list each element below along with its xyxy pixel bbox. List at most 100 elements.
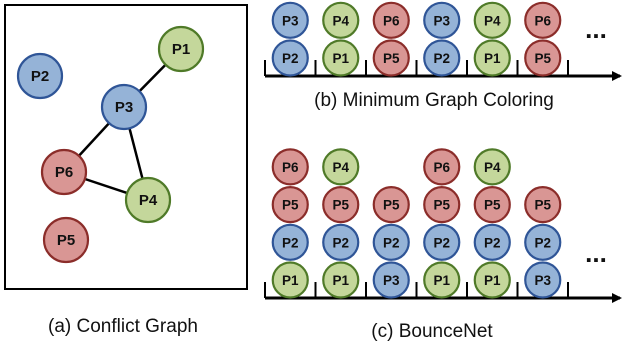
packet-p6: P6 xyxy=(423,148,461,186)
time-slot-5: P1 P4 xyxy=(473,1,511,77)
packet-p6-circle xyxy=(423,148,461,186)
packet-p5: P5 xyxy=(473,186,511,224)
packet-p1-label: P1 xyxy=(332,51,349,66)
packet-p5: P5 xyxy=(372,186,410,224)
node-p1-circle xyxy=(157,25,205,73)
packet-p5: P5 xyxy=(524,186,562,224)
packet-p2: P2 xyxy=(524,223,562,261)
packet-p1-label: P1 xyxy=(332,273,349,288)
packet-p2-label: P2 xyxy=(282,235,299,250)
packet-p3: P3 xyxy=(271,1,309,39)
node-p4: P4 xyxy=(124,176,172,224)
node-p5: P5 xyxy=(42,216,90,264)
packet-p3: P3 xyxy=(372,261,410,299)
packet-p5-label: P5 xyxy=(534,51,551,66)
packet-p2: P2 xyxy=(271,223,309,261)
node-p2: P2 xyxy=(16,52,64,100)
node-p5-circle xyxy=(42,216,90,264)
bouncenet-slots: P1 P2 P5 P6 P1 P2 P5 P4 P3 P2 P5 P1 P2 P5 P6 P1 P2 P5 P4 P3… xyxy=(271,148,562,299)
packet-p1: P1 xyxy=(423,261,461,299)
packet-p5: P5 xyxy=(322,186,360,224)
packet-p6-label: P6 xyxy=(282,160,299,175)
packet-p6-circle xyxy=(271,148,309,186)
packet-p1-label: P1 xyxy=(484,51,501,66)
packet-p2-circle xyxy=(271,223,309,261)
packet-p2: P2 xyxy=(423,39,461,77)
packet-p2-circle xyxy=(423,39,461,77)
node-p4-circle xyxy=(124,176,172,224)
packet-p3-circle xyxy=(524,261,562,299)
packet-p3-circle xyxy=(372,261,410,299)
min-graph-coloring-panel: P2 P3 P1 P4 P5 P6 P2 P3 P1 P4 P5 P6 ... (b) Minimum… xyxy=(264,1,622,111)
packet-p5: P5 xyxy=(423,186,461,224)
packet-p1-circle xyxy=(473,39,511,77)
node-p3-label: P3 xyxy=(115,99,133,116)
conflict-graph-panel: P1 P2 P3 P4 P5 P6 (a) Conflict Graph xyxy=(4,4,248,337)
packet-p4-circle xyxy=(322,148,360,186)
packet-p5-circle xyxy=(473,186,511,224)
packet-p4-label: P4 xyxy=(332,160,349,175)
packet-p2-circle xyxy=(271,39,309,77)
packet-p4-circle xyxy=(322,1,360,39)
packet-p2-label: P2 xyxy=(534,235,551,250)
packet-p2-label: P2 xyxy=(383,235,400,250)
packet-p2-circle xyxy=(372,223,410,261)
packet-p2-circle xyxy=(524,223,562,261)
bouncenet-continuation: ... xyxy=(585,238,607,268)
node-p4-label: P4 xyxy=(139,192,158,209)
packet-p5-label: P5 xyxy=(383,51,400,66)
packet-p2: P2 xyxy=(271,39,309,77)
time-slot-3: P3 P2 P5 xyxy=(372,186,410,299)
time-slot-1: P1 P2 P5 P6 xyxy=(271,148,309,299)
packet-p3-label: P3 xyxy=(383,273,400,288)
packet-p3-circle xyxy=(271,1,309,39)
packet-p3-circle xyxy=(423,1,461,39)
packet-p1-circle xyxy=(271,261,309,299)
packet-p5-circle xyxy=(524,39,562,77)
time-slot-6: P5 P6 xyxy=(524,1,562,77)
node-p2-circle xyxy=(16,52,64,100)
packet-p6-circle xyxy=(372,1,410,39)
node-p6: P6 xyxy=(40,148,88,196)
packet-p5-circle xyxy=(372,39,410,77)
packet-p4-label: P4 xyxy=(484,13,501,28)
time-slot-2: P1 P4 xyxy=(322,1,360,77)
packet-p6-label: P6 xyxy=(534,13,551,28)
time-slot-4: P2 P3 xyxy=(423,1,461,77)
packet-p3-label: P3 xyxy=(534,273,551,288)
packet-p4: P4 xyxy=(473,148,511,186)
packet-p3: P3 xyxy=(423,1,461,39)
packet-p5-label: P5 xyxy=(383,198,400,213)
bouncenet-panel: P1 P2 P5 P6 P1 P2 P5 P4 P3 P2 P5 P1 P2 P5 P6 P1 P2 P5 P4 P3… xyxy=(264,148,622,342)
packet-p5-label: P5 xyxy=(282,198,299,213)
packet-p4: P4 xyxy=(322,148,360,186)
packet-p1-circle xyxy=(322,39,360,77)
packet-p2: P2 xyxy=(372,223,410,261)
conflict-graph-caption: (a) Conflict Graph xyxy=(48,316,198,337)
packet-p1: P1 xyxy=(473,39,511,77)
packet-p2-circle xyxy=(322,223,360,261)
packet-p6: P6 xyxy=(372,1,410,39)
packet-p2-circle xyxy=(473,223,511,261)
packet-p4-label: P4 xyxy=(332,13,349,28)
packet-p1-circle xyxy=(322,261,360,299)
time-slot-6: P3 P2 P5 xyxy=(524,186,562,299)
time-slot-1: P2 P3 xyxy=(271,1,309,77)
packet-p1-label: P1 xyxy=(484,273,501,288)
packet-p6-label: P6 xyxy=(383,13,400,28)
node-p6-circle xyxy=(40,148,88,196)
node-p2-label: P2 xyxy=(31,68,49,85)
packet-p6: P6 xyxy=(524,1,562,39)
time-slot-5: P1 P2 P5 P4 xyxy=(473,148,511,299)
packet-p2-label: P2 xyxy=(484,235,501,250)
packet-p3-label: P3 xyxy=(282,13,299,28)
packet-p1-label: P1 xyxy=(282,273,299,288)
min-graph-coloring-caption: (b) Minimum Graph Coloring xyxy=(314,90,554,111)
packet-p5: P5 xyxy=(271,186,309,224)
node-p6-label: P6 xyxy=(55,164,73,181)
node-p3-circle xyxy=(100,83,148,131)
packet-p5-circle xyxy=(423,186,461,224)
node-p5-label: P5 xyxy=(57,232,75,249)
packet-p4: P4 xyxy=(322,1,360,39)
